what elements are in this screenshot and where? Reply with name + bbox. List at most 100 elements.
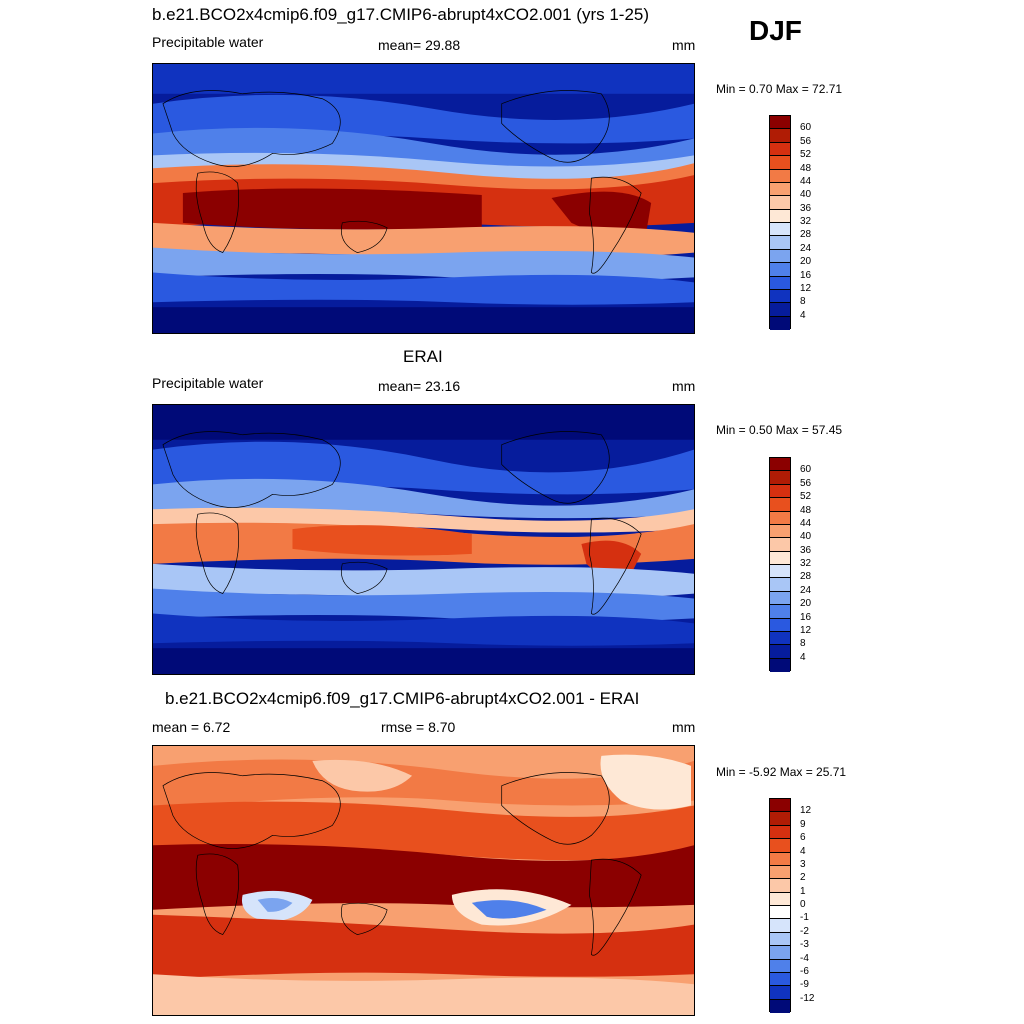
colorbar-swatch [770, 631, 790, 646]
colorbar-tick-label: 12 [800, 805, 812, 817]
colorbar-swatch [770, 538, 790, 552]
colorbar-tick-label: 24 [800, 584, 812, 596]
colorbar-tick-label: 1 [800, 885, 806, 897]
panel3-minmax: Min = -5.92 Max = 25.71 [716, 765, 847, 779]
colorbar-swatch [770, 276, 790, 290]
colorbar-tick-label: -1 [800, 912, 809, 924]
colorbar-tick-label: 12 [800, 282, 812, 294]
colorbar-swatch [770, 799, 790, 813]
colorbar-swatch [770, 879, 790, 893]
colorbar-tick-label: 48 [800, 504, 812, 516]
colorbar-tick-label: 52 [800, 149, 812, 161]
colorbar-swatch [770, 458, 790, 472]
colorbar-tick-label: 60 [800, 464, 812, 476]
colorbar-tick-label: -6 [800, 965, 809, 977]
colorbar-swatch [770, 972, 790, 987]
panel2-map [152, 404, 695, 675]
colorbar-tick-label: 56 [800, 135, 812, 147]
colorbar-tick-label: 0 [800, 899, 806, 910]
colorbar-tick-label: 2 [800, 872, 806, 884]
colorbar-swatch [770, 471, 790, 485]
colorbar-tick-label: -12 [800, 992, 815, 1004]
colorbar-tick-label: 40 [800, 531, 812, 543]
colorbar-swatch [770, 182, 790, 197]
colorbar-swatch [770, 263, 790, 277]
colorbar-tick-label: 28 [800, 571, 812, 583]
colorbar-swatch [770, 959, 790, 973]
colorbar-swatch [770, 289, 790, 304]
colorbar-tick-label: 16 [800, 611, 812, 623]
colorbar-swatch [770, 484, 790, 499]
colorbar-tick-label: 4 [800, 845, 806, 857]
colorbar-tick-label: 9 [800, 818, 806, 830]
colorbar-tick-label: 44 [800, 175, 812, 187]
colorbar-tick-label: 8 [800, 638, 806, 650]
panel3-title: b.e21.BCO2x4cmip6.f09_g17.CMIP6-abrupt4x… [165, 689, 640, 708]
colorbar-swatch [770, 591, 790, 606]
colorbar-swatch [770, 196, 790, 210]
panel1-map [152, 63, 695, 334]
colorbar-swatch [770, 618, 790, 632]
colorbar-tick-label: 28 [800, 229, 812, 241]
colorbar-swatch [770, 645, 790, 659]
colorbar-swatch [770, 892, 790, 906]
colorbar-tick-label: 52 [800, 491, 812, 503]
colorbar-tick-label: 16 [800, 269, 812, 281]
colorbar-swatch [770, 852, 790, 866]
panel2-units: mm [672, 378, 696, 394]
colorbar-tick-label: 44 [800, 517, 812, 529]
colorbar-tick-label: 48 [800, 162, 812, 174]
panel3-map [152, 745, 695, 1016]
panel1-minmax: Min = 0.70 Max = 72.71 [716, 82, 843, 96]
colorbar-swatch [770, 511, 790, 525]
panel1-units: mm [672, 37, 696, 53]
colorbar-tick-label: -4 [800, 952, 809, 964]
colorbar-swatch [770, 812, 790, 826]
colorbar-tick-label: 60 [800, 122, 812, 134]
colorbar-swatch [770, 236, 790, 250]
colorbar-tick-label: -3 [800, 939, 809, 951]
colorbar-swatch [770, 223, 790, 237]
colorbar-tick-label: 20 [800, 256, 812, 268]
colorbar-tick-label: -2 [800, 925, 809, 937]
colorbar-swatch [770, 986, 790, 1000]
colorbar-swatch [770, 932, 790, 947]
panel2-colorbar [769, 457, 791, 672]
colorbar-swatch [770, 658, 790, 672]
colorbar-tick-label: 6 [800, 832, 806, 844]
colorbar-swatch [770, 142, 790, 157]
colorbar-swatch [770, 524, 790, 539]
colorbar-tick-label: 4 [800, 309, 806, 321]
colorbar-swatch [770, 578, 790, 592]
colorbar-swatch [770, 565, 790, 579]
colorbar-tick-label: 4 [800, 651, 806, 663]
colorbar-swatch [770, 249, 790, 264]
colorbar-swatch [770, 129, 790, 143]
panel2-center-label: mean= 23.16 [378, 378, 461, 394]
colorbar-swatch [770, 303, 790, 317]
colorbar-swatch [770, 946, 790, 960]
colorbar-swatch [770, 498, 790, 512]
colorbar-swatch [770, 906, 790, 920]
colorbar-tick-label: -9 [800, 979, 809, 991]
colorbar-tick-label: 3 [800, 858, 806, 870]
panel1-center-label: mean= 29.88 [378, 37, 461, 53]
colorbar-tick-label: 8 [800, 296, 806, 308]
colorbar-swatch [770, 551, 790, 565]
colorbar-tick-label: 56 [800, 477, 812, 489]
panel1-title: b.e21.BCO2x4cmip6.f09_g17.CMIP6-abrupt4x… [152, 5, 650, 24]
panel3-center-label: rmse = 8.70 [381, 719, 456, 735]
colorbar-swatch [770, 605, 790, 619]
colorbar-swatch [770, 116, 790, 130]
colorbar-swatch [770, 919, 790, 933]
colorbar-tick-label: 20 [800, 598, 812, 610]
colorbar-swatch [770, 825, 790, 840]
colorbar-swatch [770, 209, 790, 223]
colorbar-tick-label: 12 [800, 624, 812, 636]
panel1-left-label: Precipitable water [152, 34, 264, 50]
colorbar-swatch [770, 169, 790, 183]
colorbar-tick-label: 36 [800, 544, 812, 556]
colorbar-tick-label: 24 [800, 242, 812, 254]
panel1-colorbar [769, 115, 791, 330]
panel2-left-label: Precipitable water [152, 375, 264, 391]
